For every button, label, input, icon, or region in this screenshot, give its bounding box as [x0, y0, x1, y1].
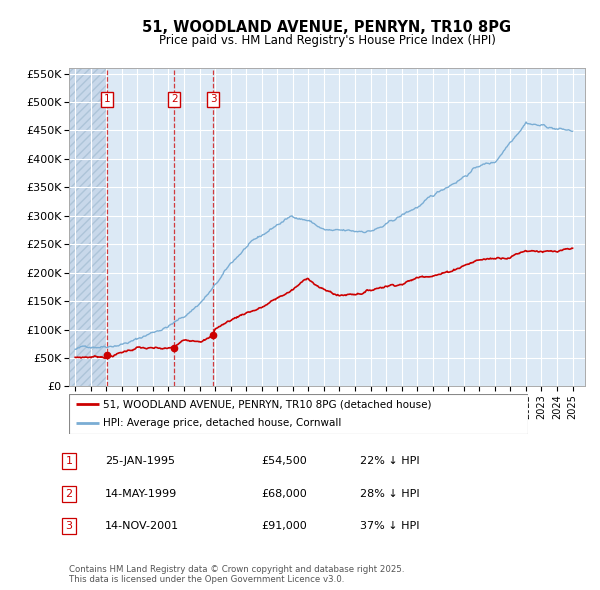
- Bar: [69, 68, 107, 386]
- Text: 14-NOV-2001: 14-NOV-2001: [105, 522, 179, 531]
- Text: HPI: Average price, detached house, Cornwall: HPI: Average price, detached house, Corn…: [103, 418, 342, 428]
- Text: 3: 3: [65, 522, 73, 531]
- Text: Contains HM Land Registry data © Crown copyright and database right 2025.
This d: Contains HM Land Registry data © Crown c…: [69, 565, 404, 584]
- Text: 25-JAN-1995: 25-JAN-1995: [105, 457, 175, 466]
- Text: Price paid vs. HM Land Registry's House Price Index (HPI): Price paid vs. HM Land Registry's House …: [158, 34, 496, 47]
- Text: 2: 2: [171, 94, 178, 104]
- Text: 28% ↓ HPI: 28% ↓ HPI: [360, 489, 419, 499]
- Text: £54,500: £54,500: [261, 457, 307, 466]
- Text: 22% ↓ HPI: 22% ↓ HPI: [360, 457, 419, 466]
- Text: 1: 1: [104, 94, 111, 104]
- Text: 37% ↓ HPI: 37% ↓ HPI: [360, 522, 419, 531]
- Text: 1: 1: [65, 457, 73, 466]
- FancyBboxPatch shape: [69, 394, 528, 434]
- Text: 14-MAY-1999: 14-MAY-1999: [105, 489, 177, 499]
- Text: £68,000: £68,000: [261, 489, 307, 499]
- Text: 3: 3: [210, 94, 217, 104]
- Text: 2: 2: [65, 489, 73, 499]
- Text: 51, WOODLAND AVENUE, PENRYN, TR10 8PG (detached house): 51, WOODLAND AVENUE, PENRYN, TR10 8PG (d…: [103, 399, 432, 409]
- Text: £91,000: £91,000: [261, 522, 307, 531]
- Text: 51, WOODLAND AVENUE, PENRYN, TR10 8PG: 51, WOODLAND AVENUE, PENRYN, TR10 8PG: [142, 20, 512, 35]
